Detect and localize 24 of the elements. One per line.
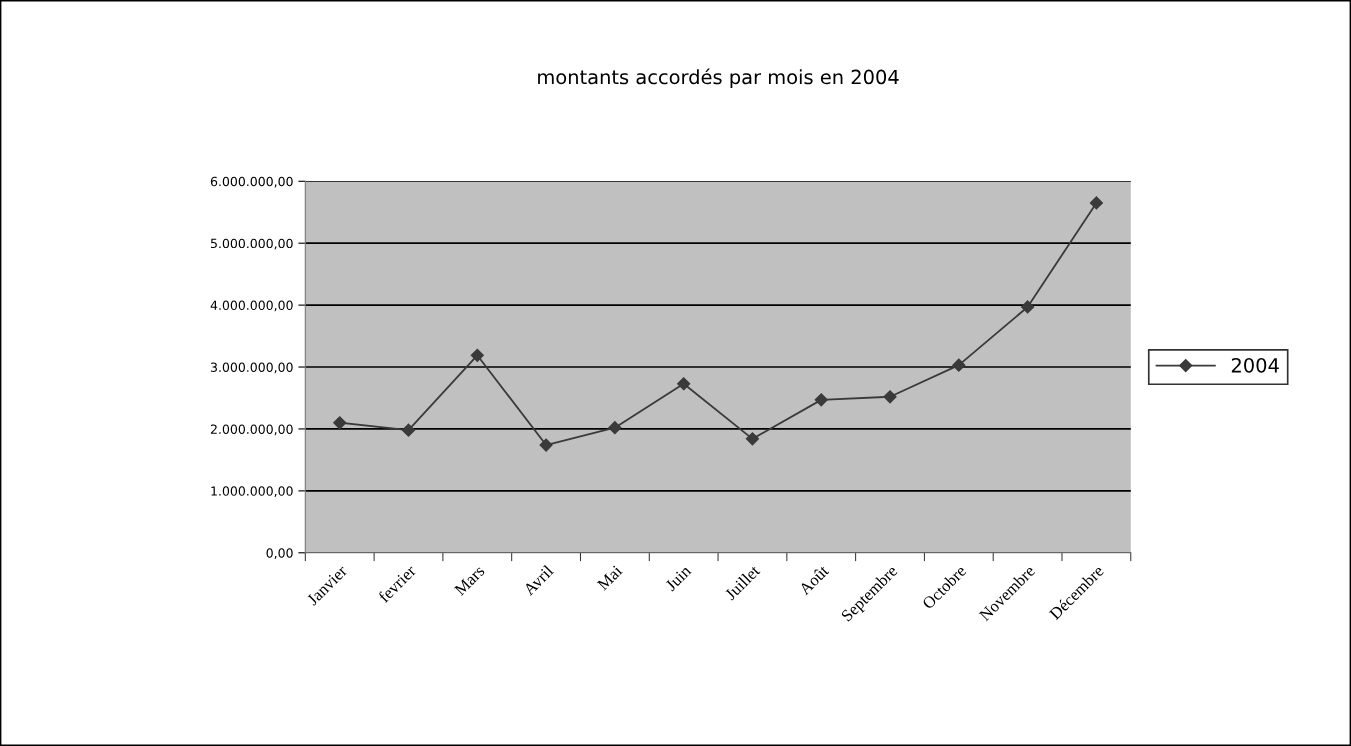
legend-label: 2004 bbox=[1231, 357, 1279, 373]
point bbox=[952, 358, 966, 372]
y-tick-label: 6.000.000,00 bbox=[210, 176, 293, 188]
point bbox=[1021, 300, 1035, 314]
point bbox=[883, 390, 897, 404]
point bbox=[539, 438, 553, 452]
point bbox=[1089, 196, 1103, 210]
point bbox=[401, 423, 416, 437]
chart-title: montants accordés par mois en 2004 bbox=[538, 68, 899, 89]
y-tick-label: 1.000.000,00 bbox=[211, 486, 293, 498]
y-tick-label: 2.000.000,00 bbox=[210, 424, 293, 436]
y-tick-label: 0,00 bbox=[266, 548, 293, 559]
x-tick-label: Juin bbox=[664, 564, 692, 592]
point bbox=[333, 416, 347, 430]
point bbox=[745, 432, 760, 446]
point bbox=[608, 421, 622, 435]
point bbox=[470, 348, 484, 362]
y-tick-label: 4.000.000,00 bbox=[210, 300, 293, 312]
x-tick-label: Mai bbox=[596, 564, 623, 591]
point bbox=[677, 377, 691, 391]
x-tick-label: Août bbox=[797, 563, 830, 596]
y-tick-label: 5.000.000,00 bbox=[210, 238, 293, 250]
y-tick-label: 3.000.000,00 bbox=[210, 362, 293, 374]
point bbox=[814, 393, 828, 407]
